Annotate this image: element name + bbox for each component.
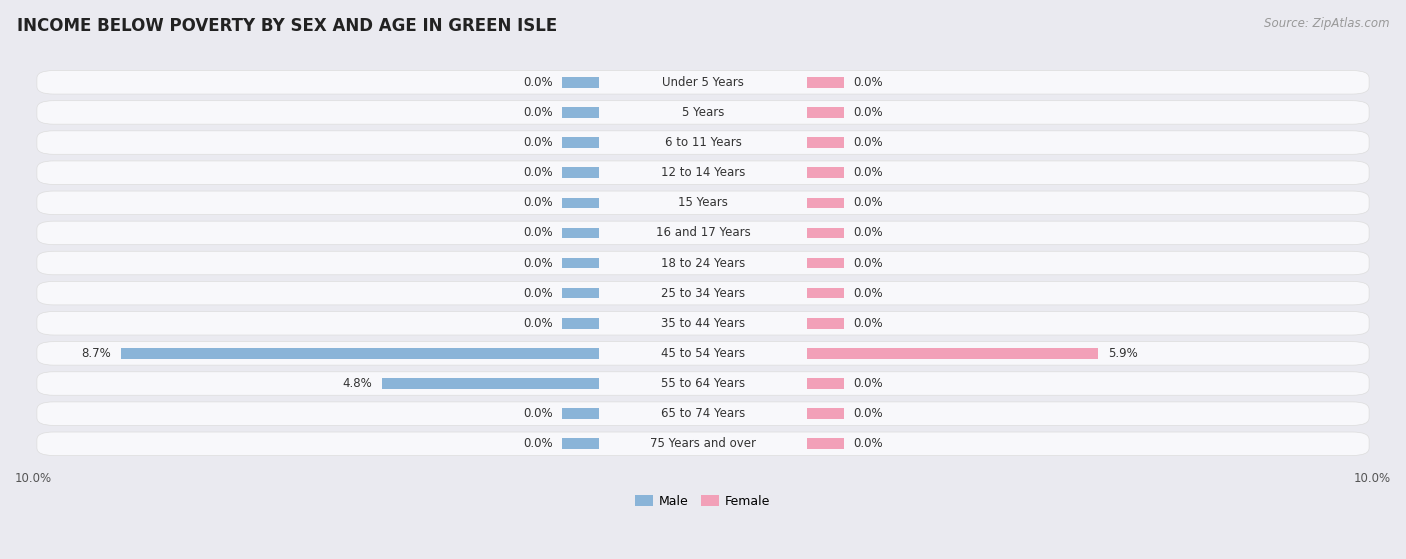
Text: 0.0%: 0.0% bbox=[853, 166, 883, 179]
Text: 12 to 14 Years: 12 to 14 Years bbox=[661, 166, 745, 179]
Bar bbox=[562, 409, 599, 419]
Text: 18 to 24 Years: 18 to 24 Years bbox=[661, 257, 745, 269]
Text: 4.8%: 4.8% bbox=[342, 377, 371, 390]
Text: 6 to 11 Years: 6 to 11 Years bbox=[665, 136, 741, 149]
Bar bbox=[807, 107, 844, 118]
Bar bbox=[562, 138, 599, 148]
Text: 0.0%: 0.0% bbox=[523, 76, 553, 89]
Text: 8.7%: 8.7% bbox=[80, 347, 111, 360]
Text: Under 5 Years: Under 5 Years bbox=[662, 76, 744, 89]
Text: 0.0%: 0.0% bbox=[853, 196, 883, 209]
Bar bbox=[807, 228, 844, 238]
Text: 45 to 54 Years: 45 to 54 Years bbox=[661, 347, 745, 360]
Text: 0.0%: 0.0% bbox=[853, 76, 883, 89]
Text: 0.0%: 0.0% bbox=[523, 317, 553, 330]
Text: 0.0%: 0.0% bbox=[853, 287, 883, 300]
Bar bbox=[807, 409, 844, 419]
Bar bbox=[562, 318, 599, 329]
FancyBboxPatch shape bbox=[37, 161, 1369, 184]
Text: 0.0%: 0.0% bbox=[853, 136, 883, 149]
Bar bbox=[562, 288, 599, 299]
Bar bbox=[121, 348, 599, 359]
Bar bbox=[562, 258, 599, 268]
Legend: Male, Female: Male, Female bbox=[630, 490, 776, 513]
Text: 0.0%: 0.0% bbox=[853, 437, 883, 450]
Bar bbox=[807, 138, 844, 148]
FancyBboxPatch shape bbox=[37, 372, 1369, 395]
Text: 0.0%: 0.0% bbox=[853, 317, 883, 330]
Text: 15 Years: 15 Years bbox=[678, 196, 728, 209]
Bar bbox=[807, 197, 844, 208]
Bar bbox=[562, 167, 599, 178]
Text: 0.0%: 0.0% bbox=[523, 196, 553, 209]
Bar bbox=[562, 107, 599, 118]
Text: 75 Years and over: 75 Years and over bbox=[650, 437, 756, 450]
Text: 5.9%: 5.9% bbox=[1108, 347, 1137, 360]
Text: INCOME BELOW POVERTY BY SEX AND AGE IN GREEN ISLE: INCOME BELOW POVERTY BY SEX AND AGE IN G… bbox=[17, 17, 557, 35]
Text: 35 to 44 Years: 35 to 44 Years bbox=[661, 317, 745, 330]
Text: 0.0%: 0.0% bbox=[523, 287, 553, 300]
Text: Source: ZipAtlas.com: Source: ZipAtlas.com bbox=[1264, 17, 1389, 30]
Bar bbox=[807, 438, 844, 449]
Bar bbox=[807, 167, 844, 178]
FancyBboxPatch shape bbox=[37, 70, 1369, 94]
Text: 0.0%: 0.0% bbox=[523, 136, 553, 149]
Text: 65 to 74 Years: 65 to 74 Years bbox=[661, 407, 745, 420]
FancyBboxPatch shape bbox=[37, 402, 1369, 425]
Bar bbox=[562, 438, 599, 449]
FancyBboxPatch shape bbox=[37, 252, 1369, 275]
FancyBboxPatch shape bbox=[37, 281, 1369, 305]
FancyBboxPatch shape bbox=[37, 101, 1369, 124]
Text: 0.0%: 0.0% bbox=[523, 106, 553, 119]
Text: 25 to 34 Years: 25 to 34 Years bbox=[661, 287, 745, 300]
Text: 5 Years: 5 Years bbox=[682, 106, 724, 119]
Text: 55 to 64 Years: 55 to 64 Years bbox=[661, 377, 745, 390]
Text: 16 and 17 Years: 16 and 17 Years bbox=[655, 226, 751, 239]
Text: 0.0%: 0.0% bbox=[523, 226, 553, 239]
Bar bbox=[807, 318, 844, 329]
FancyBboxPatch shape bbox=[37, 311, 1369, 335]
Text: 0.0%: 0.0% bbox=[853, 226, 883, 239]
Text: 0.0%: 0.0% bbox=[523, 437, 553, 450]
Text: 0.0%: 0.0% bbox=[853, 257, 883, 269]
Bar bbox=[807, 258, 844, 268]
Text: 0.0%: 0.0% bbox=[853, 106, 883, 119]
FancyBboxPatch shape bbox=[37, 432, 1369, 456]
Bar bbox=[562, 197, 599, 208]
Bar bbox=[807, 77, 844, 88]
FancyBboxPatch shape bbox=[37, 221, 1369, 245]
Text: 0.0%: 0.0% bbox=[523, 407, 553, 420]
Bar bbox=[807, 378, 844, 389]
Text: 0.0%: 0.0% bbox=[523, 257, 553, 269]
Bar bbox=[562, 228, 599, 238]
Bar bbox=[562, 77, 599, 88]
Bar bbox=[807, 288, 844, 299]
FancyBboxPatch shape bbox=[37, 342, 1369, 365]
Bar bbox=[381, 378, 599, 389]
Text: 0.0%: 0.0% bbox=[523, 166, 553, 179]
Text: 0.0%: 0.0% bbox=[853, 407, 883, 420]
Text: 0.0%: 0.0% bbox=[853, 377, 883, 390]
Bar bbox=[807, 348, 1098, 359]
FancyBboxPatch shape bbox=[37, 131, 1369, 154]
FancyBboxPatch shape bbox=[37, 191, 1369, 215]
